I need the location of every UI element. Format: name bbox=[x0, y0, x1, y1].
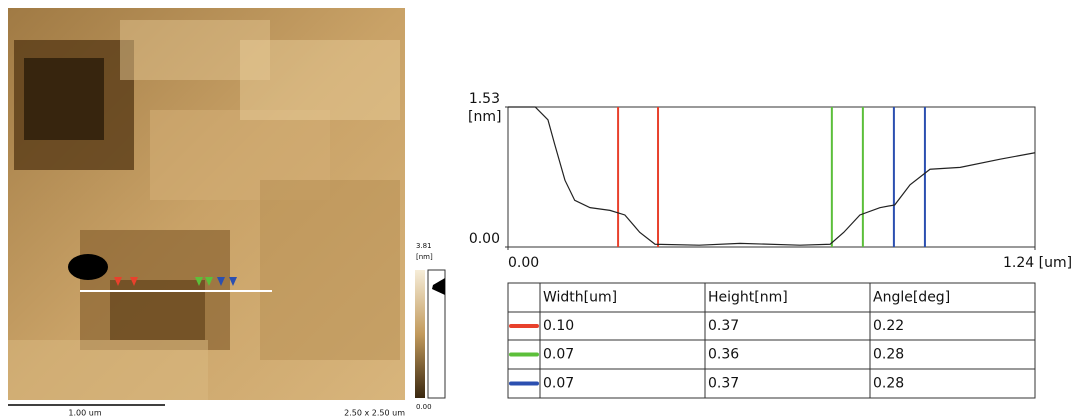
column-header: Height[nm] bbox=[708, 290, 788, 306]
table-cell: 0.28 bbox=[873, 376, 904, 392]
colorbar-min: 0.00 bbox=[416, 403, 432, 411]
profile-plot: 0.00 1.53 0.00 1.24 [um] bbox=[469, 91, 1072, 271]
table-cell: 0.37 bbox=[708, 376, 739, 392]
plot-frame bbox=[507, 106, 1036, 248]
x-tick-label: 1.24 [um] bbox=[1003, 255, 1072, 271]
image-size: 2.50 x 2.50 um bbox=[344, 409, 405, 418]
colorbar-max: 3.81 bbox=[416, 242, 432, 250]
table-cell: 0.36 bbox=[708, 347, 739, 363]
colorbar: 3.81 [nm] 0.00 bbox=[415, 242, 446, 411]
table-cell: 0.07 bbox=[543, 376, 574, 392]
y-tick-label: 0.00 bbox=[469, 231, 500, 247]
x-tick-label: 0.00 bbox=[508, 255, 539, 271]
table-cell: 0.10 bbox=[543, 318, 574, 334]
measure-table: Width[um] Height[nm] Angle[deg] 0.10 0.37 0.2… bbox=[507, 282, 1036, 399]
profile-line bbox=[508, 106, 1036, 246]
y-tick-label: 1.53 bbox=[469, 91, 500, 107]
table-cell: 0.07 bbox=[543, 347, 574, 363]
afm-image: 1.00 um 2.50 x 2.50 um bbox=[8, 8, 405, 418]
table-cell: 0.22 bbox=[873, 318, 904, 334]
colorbar-unit: [nm] bbox=[416, 253, 433, 261]
column-header: Angle[deg] bbox=[873, 290, 950, 306]
table-cell: 0.28 bbox=[873, 347, 904, 363]
y-axis-label: [nm] bbox=[468, 109, 501, 125]
column-header: Width[um] bbox=[543, 290, 617, 306]
table-cell: 0.37 bbox=[708, 318, 739, 334]
scale-bar-label: 1.00 um bbox=[68, 409, 101, 418]
